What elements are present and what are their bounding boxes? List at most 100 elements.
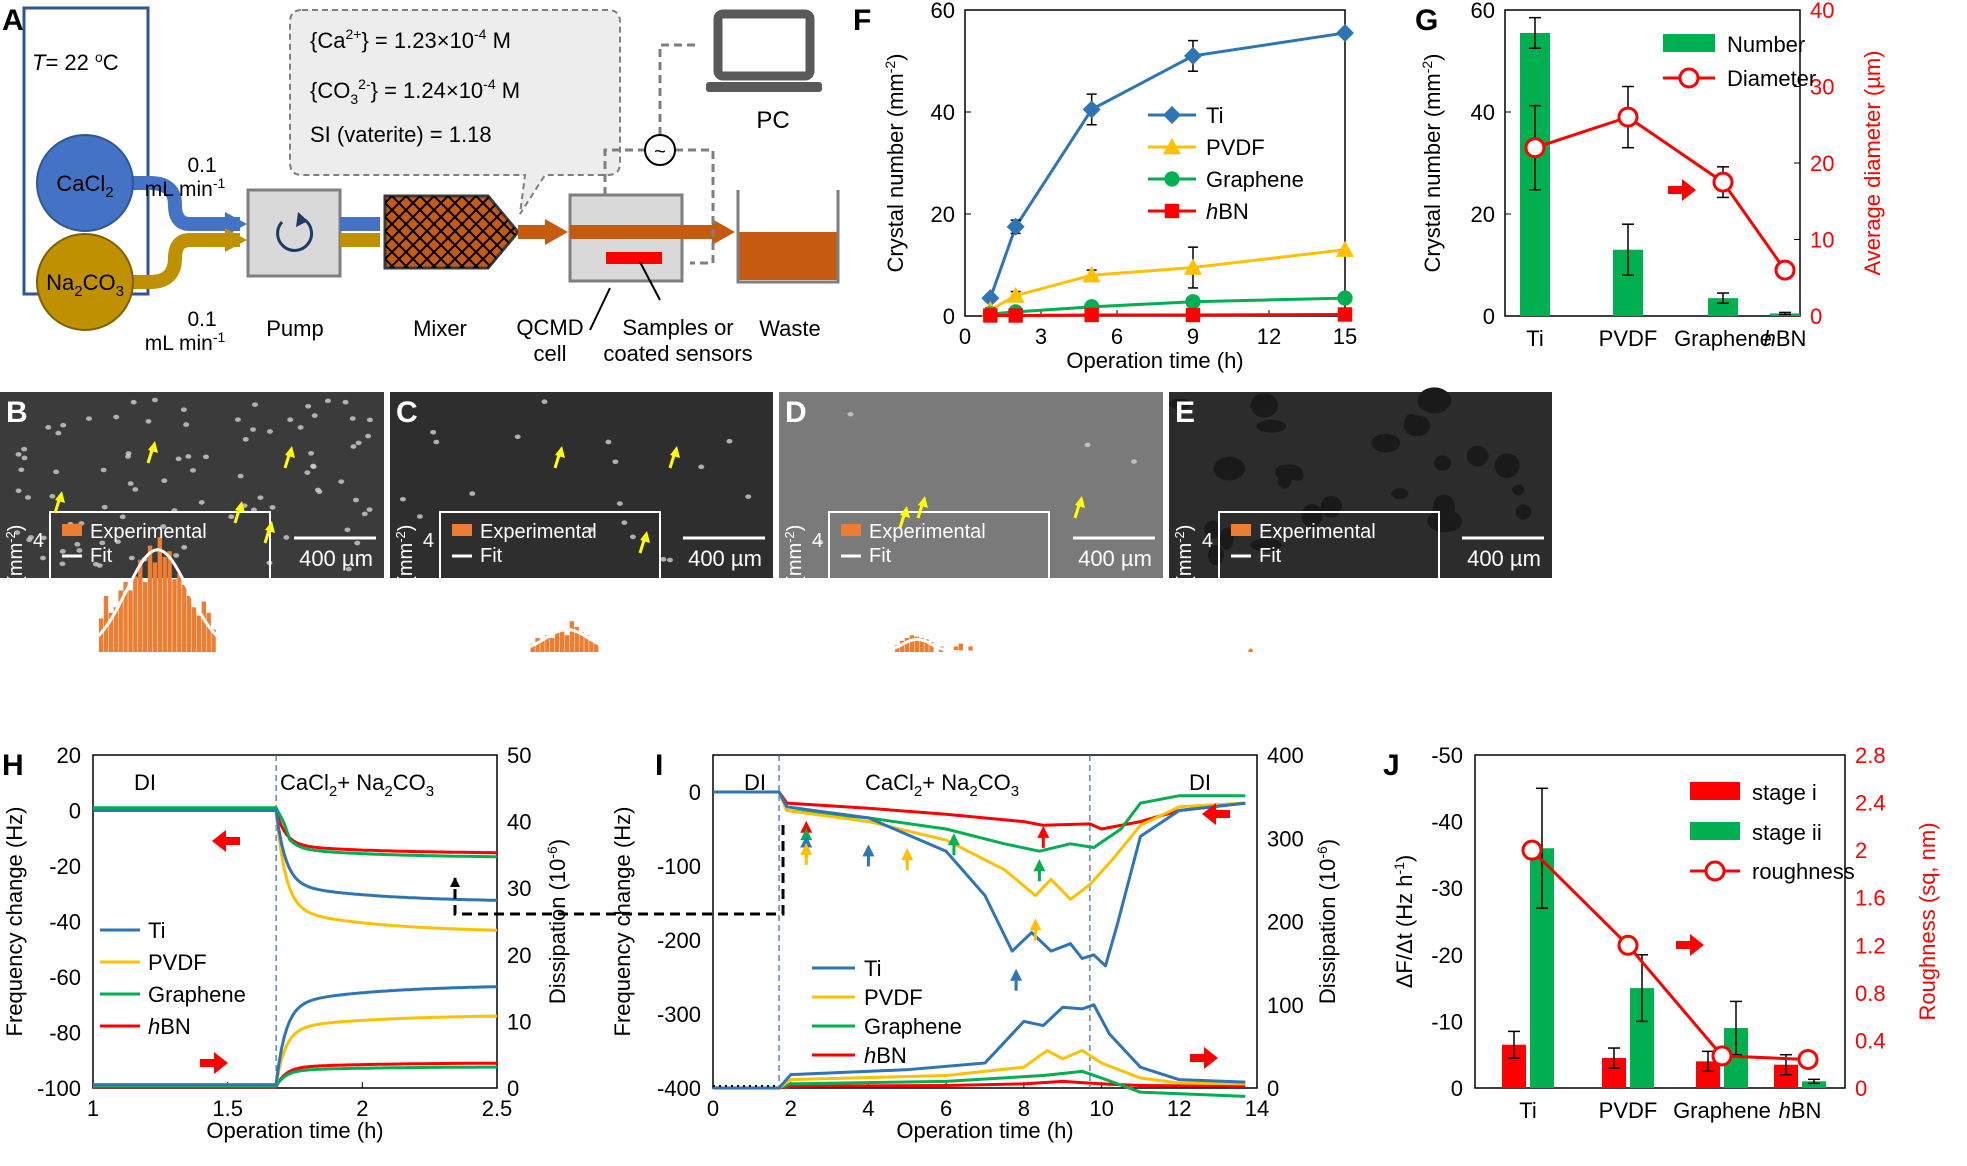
inset-y-tick-label: 0 [1202,642,1213,664]
histogram-bar [569,621,574,652]
data-point-diameter [1774,259,1796,281]
sem-particle [40,535,47,541]
sem-particle [55,430,62,436]
x-axis-label: Operation time (h) [1066,348,1243,373]
sem-particle [605,439,612,445]
sem-particle [304,470,311,475]
panel-label-g: G [1415,4,1438,37]
histogram-bar [98,618,104,652]
y-tick-label: -30 [1431,876,1463,901]
category-label: hBN [1764,326,1807,351]
y-right-tick-label: 30 [507,876,531,901]
sem-particle [198,500,205,505]
sem-particle [151,397,158,403]
x-axis-label: Operation time (h) [896,1118,1073,1143]
mixer-label: Mixer [413,316,467,341]
sem-particle [237,473,244,479]
sem-image-background [0,392,384,578]
x-tick-label: 9 [1187,324,1199,349]
sem-particle [119,514,126,520]
crystal-indicator-arrowhead [148,441,158,453]
sem-particle [352,497,359,503]
panel-g-number-diameter-chart: G 0 20 40 60 0 10 20 30 40 Crystal number (mm-2) Av… [1415,0,1885,351]
legend-marker [1163,138,1181,155]
plot-frame-j [1474,754,1846,1089]
data-point-diameter [1617,106,1639,128]
sem-texture-patch [1213,456,1245,481]
event-indicator-arrowhead [800,835,813,848]
y-right-tick-label: 300 [1267,826,1304,851]
event-indicator-arrowhead [1010,968,1023,981]
event-indicator-arrowhead [800,820,813,833]
x-tick-label: 15 [1333,324,1357,349]
legend-swatch-stage-i [1690,782,1740,800]
sem-particle [366,417,373,423]
callout-saturation-index: SI (vaterite) = 1.18 [310,122,492,147]
inset-y-axis-label: Number (mm-2) [1172,525,1196,660]
frequency-trace-graphene [93,806,497,859]
dissipation-axis-indicator-arrow [200,1052,228,1074]
y-right-tick-label: 400 [1267,743,1304,768]
y-tick-label: 20 [1471,202,1495,227]
error-bar [1808,1078,1820,1085]
y-tick-label: -40 [1431,810,1463,835]
data-point-hbn [1337,307,1353,322]
sem-particle [305,403,312,409]
histogram-bar [206,612,211,652]
histogram-bar [914,636,919,652]
samples-pointer-line [639,261,661,301]
category-label: hBN [1779,1098,1822,1123]
legend-marker [1164,171,1180,187]
histogram-bar [167,551,172,652]
histogram-bar [919,638,924,652]
pc-cable [603,148,715,265]
phase-label-mixture: CaCl2+ Na2CO3 [865,770,1019,800]
cacl2-tube-arrow [225,212,247,236]
sem-particle [1084,442,1091,448]
histogram-bar [191,607,197,652]
x-axis-label: Operation time (h) [206,1118,383,1143]
data-point-graphene [1337,290,1353,306]
inset-y-tick-label: 2 [423,586,434,608]
na2co3-tube-arrow [225,228,247,252]
inset-x-tick-label: 40 [624,657,646,679]
sem-particle [698,464,705,470]
sem-particle [18,467,25,473]
legend-swatch-experimental [841,524,861,536]
histogram-bar [540,640,545,652]
sem-particle [269,505,276,510]
qcmd-label: QCMD cell [516,315,583,366]
panel-label-a: A [2,4,24,37]
frequency-trace-pvdf [713,790,1246,901]
category-label: Ti [1526,326,1544,351]
y-right-tick-label: 40 [1810,0,1834,23]
data-point-pvdf [1082,266,1101,283]
error-bar [1702,1050,1714,1073]
legend-label-hbn: hBN [1206,199,1249,224]
inset-y-axis-label: Number (mm-2) [3,525,27,660]
data-point-pvdf [1184,258,1202,275]
y-tick-label: -400 [657,1076,701,1101]
scale-bar-label: 400 µm [1078,546,1152,571]
sem-particle [287,417,294,423]
phase-label-mixture: CaCl2+ Na2CO3 [280,770,434,800]
sem-particle [257,495,264,500]
panel-f-crystal-number-chart: F 0 20 40 60 0 3 6 9 12 15 Operation time (h) Crysta… [853,0,1357,373]
category-label: Graphene [1674,326,1772,351]
y-right-tick-label: 1.6 [1855,886,1886,911]
panel-label-b: B [6,396,28,429]
sem-particle [100,467,107,473]
inset-y-tick-label: 4 [423,530,434,552]
sem-particle [338,479,345,484]
sem-particle [251,402,258,407]
legend-label-ti: Ti [1206,103,1224,128]
event-indicator-arrowhead [862,844,875,857]
y-right-axis-label: Roughness (sq, nm) [1915,822,1940,1020]
inset-x-axis-label: Particle size (µm) [1262,679,1417,701]
sem-particle [185,454,192,459]
inset-x-tick-label: 0 [1213,657,1224,679]
event-indicator-arrowhead [800,828,813,841]
frequency-trace-ti [713,790,1246,968]
crystal-indicator-arrowhead [640,531,650,543]
legend-marker [1678,67,1700,89]
